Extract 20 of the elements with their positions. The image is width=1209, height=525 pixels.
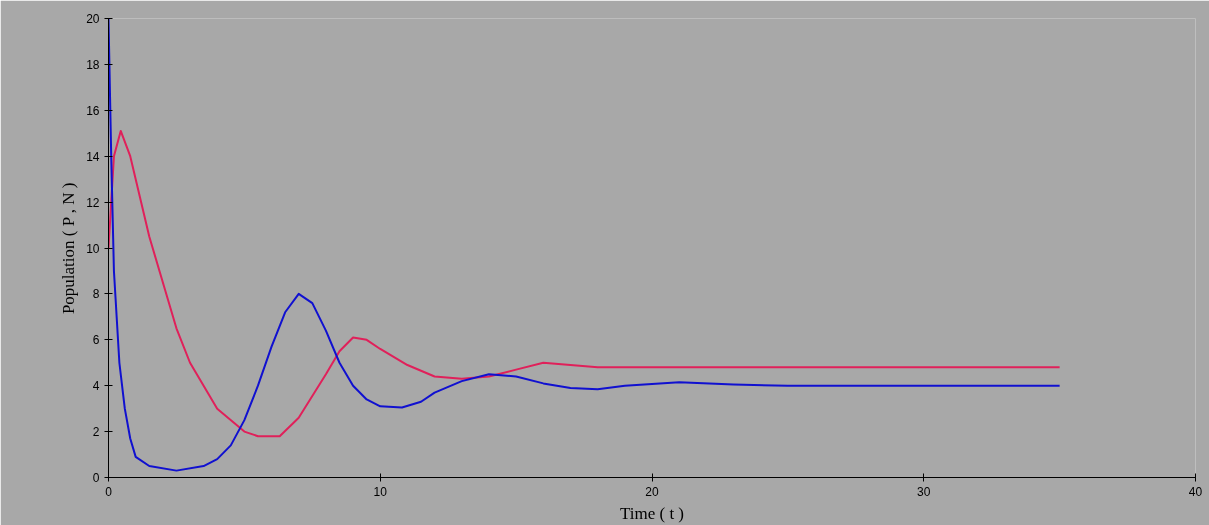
x-tick-label: 20 — [645, 484, 659, 499]
line-series — [108, 18, 1061, 472]
x-axis-title: Time ( t ) — [619, 503, 685, 523]
y-tick-label: 12 — [86, 195, 100, 210]
y-tick-label: 18 — [86, 57, 100, 72]
x-tick-label: 10 — [373, 484, 388, 499]
x-tick-label: 30 — [917, 484, 931, 499]
y-tick-label: 16 — [86, 103, 100, 118]
x-tick-label: 40 — [1188, 484, 1203, 499]
line-series — [108, 129, 1061, 438]
y-tick-label: 10 — [86, 241, 100, 256]
y-tick-label: 4 — [92, 379, 100, 394]
y-tick-label: 6 — [92, 333, 100, 348]
y-tick-label: 0 — [92, 471, 100, 485]
y-axis-title: Population ( P , N ) — [59, 182, 79, 315]
x-tick-label: 0 — [105, 484, 113, 499]
y-tick-label: 2 — [92, 425, 100, 440]
y-tick-label: 14 — [86, 149, 100, 164]
y-tick-label: 20 — [86, 12, 100, 26]
y-tick-label: 8 — [92, 287, 100, 302]
